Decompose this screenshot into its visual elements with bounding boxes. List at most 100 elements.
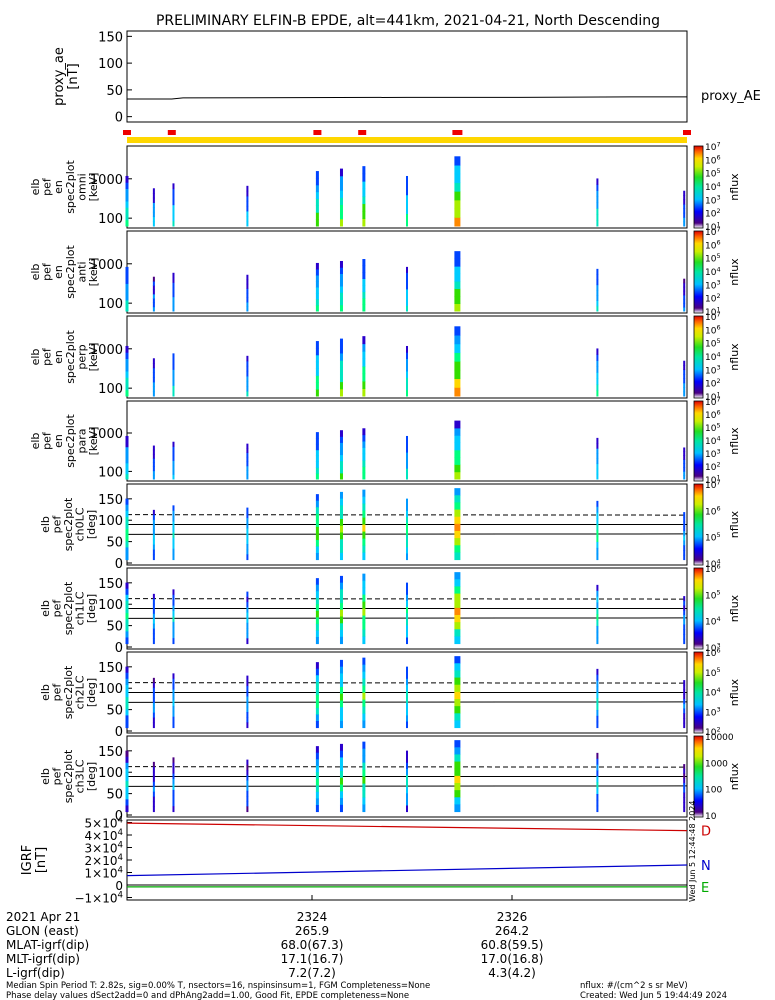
pitch-angle-pixel [125, 799, 129, 806]
spectrogram-pixel [596, 178, 599, 185]
pitch-angle-pixel [683, 619, 686, 626]
colorbar-tick-label: 103 [705, 447, 721, 460]
spectrogram-pixel [362, 259, 366, 267]
pitch-angle-pixel [596, 553, 599, 561]
spectrogram-pixel [596, 284, 599, 291]
colorbar-label: nflux [728, 258, 741, 286]
pitch-angle-pixel [683, 605, 686, 611]
pitch-angle-pixel [125, 631, 129, 638]
spectrogram-pixel [246, 474, 249, 480]
y-axis-label: spec2plot [64, 330, 77, 384]
pitch-angle-pixel [315, 546, 319, 554]
pitch-angle-pixel [454, 516, 461, 525]
pitch-angle-pixel [246, 638, 249, 645]
spectrogram-pixel [125, 272, 129, 279]
spectrogram-pixel [339, 175, 343, 184]
spectrogram-pixel [152, 221, 155, 227]
spectrogram-pixel [683, 306, 686, 312]
y-tick-label: 0 [115, 725, 123, 740]
spectrogram-pixel [596, 196, 599, 203]
y-axis-label: para [75, 429, 88, 454]
footer-units: nflux: #/(cm^2 s sr MeV) [580, 981, 688, 991]
pitch-angle-pixel [125, 775, 129, 782]
pitch-angle-pixel [172, 521, 175, 528]
spectrogram-pixel [152, 381, 155, 388]
pitch-angle-pixel [152, 534, 155, 541]
pitch-angle-pixel [172, 627, 175, 634]
spectrogram-pixel [125, 389, 129, 397]
spectrogram-pixel [339, 279, 343, 287]
pitch-angle-pixel [339, 707, 343, 715]
spectrogram-pixel [172, 369, 175, 376]
spectrogram-pixel [152, 445, 155, 451]
spectrogram-pixel [152, 276, 155, 282]
xaxis-row-v1: 17.1(16.7) [281, 952, 344, 966]
pitch-angle-pixel [683, 768, 686, 775]
spectrogram-pixel [596, 279, 599, 286]
footer-line2: Phase delay values dSect2add=0 and dPhAn… [6, 991, 409, 1000]
flag-mark [358, 130, 367, 135]
pitch-angle-pixel [454, 747, 461, 755]
pitch-angle-pixel [172, 684, 175, 691]
spectrogram-pixel [683, 278, 686, 284]
spectrogram-pixel [152, 386, 155, 392]
pitch-angle-pixel [596, 631, 599, 639]
spectrogram-pixel [683, 387, 686, 393]
spectrogram-pixel [362, 428, 366, 436]
spectrogram-pixel [172, 306, 175, 312]
pitch-angle-pixel [683, 684, 686, 691]
pitch-angle-pixel [125, 588, 129, 596]
pitch-angle-pixel [362, 629, 366, 638]
pitch-angle-pixel [339, 784, 343, 792]
pitch-angle-pixel [406, 805, 408, 813]
pitch-angle-pixel [406, 775, 408, 782]
pitch-angle-pixel [683, 802, 686, 808]
pitch-angle-pixel [362, 713, 366, 722]
pitch-angle-pixel [172, 543, 175, 550]
y-tick-label: 0 [115, 111, 123, 126]
pitch-angle-pixel [172, 527, 175, 533]
pitch-angle-pixel [172, 510, 175, 517]
y-tick-label: 50 [106, 704, 123, 719]
pitch-angle-pixel [362, 531, 366, 540]
y-tick-label: 150 [98, 745, 123, 760]
pitch-angle-pixel [683, 797, 686, 803]
spectrogram-pixel [125, 377, 129, 384]
spectrogram-pixel [683, 286, 686, 292]
pitch-angle-pixel [315, 494, 319, 502]
spectrogram-pixel [152, 462, 155, 467]
colorbar-tick-label: 104 [705, 180, 721, 193]
pitch-angle-pixel [339, 518, 343, 527]
pitch-angle-pixel [172, 632, 175, 639]
pitch-angle-pixel [454, 797, 461, 805]
pitch-angle-pixel [406, 588, 408, 596]
spectrogram-pixel [152, 372, 155, 378]
spectrogram-pixel [125, 446, 129, 453]
y-axis-label: ch2LC [74, 675, 87, 709]
y-axis-label: pef [41, 177, 54, 196]
pitch-angle-pixel [454, 600, 461, 609]
spectrogram-pixel [315, 262, 319, 270]
pitch-angle-pixel [362, 552, 366, 561]
spectrogram-pixel [246, 306, 249, 312]
side-stamp: Wed Jun 5 12:44:48 2024 [688, 801, 697, 903]
spectrogram-pixel [406, 277, 408, 284]
pitch-angle-pixel [152, 781, 155, 788]
spectrogram-pixel [406, 182, 408, 189]
y-axis-label: elb [29, 349, 42, 366]
pitch-angle-pixel [454, 572, 461, 580]
y-axis-label: elb [39, 600, 52, 617]
colorbar-label: nflux [728, 427, 741, 455]
pitch-angle-pixel [152, 628, 155, 635]
pitch-angle-pixel [454, 615, 461, 623]
pitch-angle-pixel [596, 500, 599, 508]
xaxis-row-label: MLAT-igrf(dip) [6, 938, 89, 952]
pitch-angle-pixel [683, 713, 686, 719]
flag-mark [452, 130, 463, 135]
pitch-angle-pixel [596, 547, 599, 555]
pitch-angle-pixel [683, 699, 686, 705]
y-axis-label: IGRF [20, 845, 35, 875]
pitch-angle-pixel [125, 516, 129, 524]
pitch-angle-pixel [152, 791, 155, 798]
pitch-angle-pixel [315, 805, 319, 813]
